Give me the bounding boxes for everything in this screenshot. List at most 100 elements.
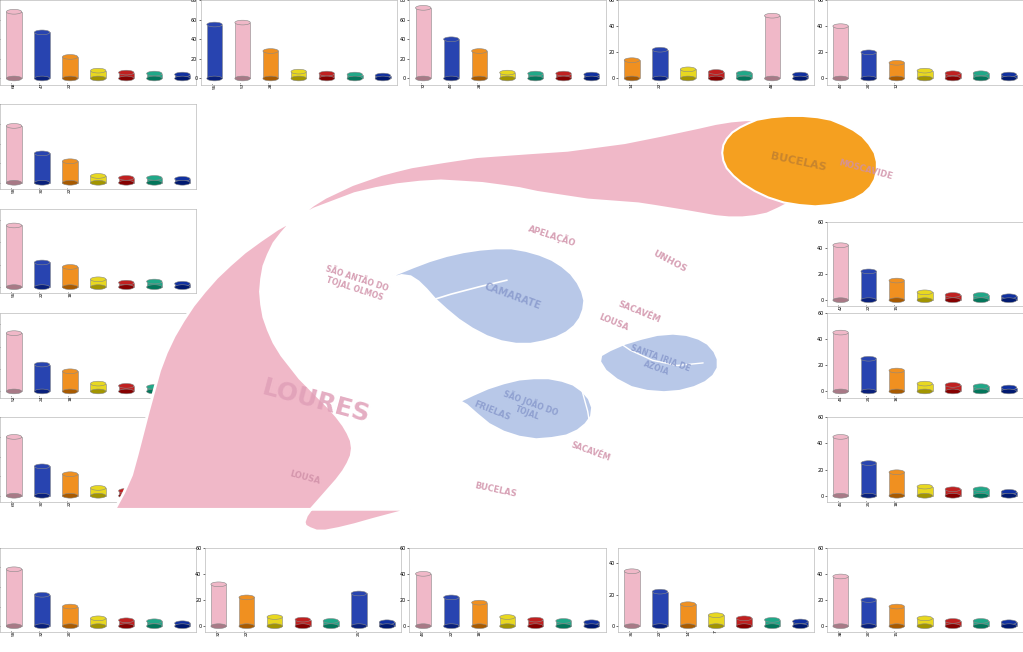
Ellipse shape [708,613,724,617]
Text: SÃO JOÃO DO
TOJAL: SÃO JOÃO DO TOJAL [499,388,560,427]
Ellipse shape [263,49,278,53]
Text: CAMARATE: CAMARATE [483,282,542,312]
Ellipse shape [889,389,904,394]
Bar [861,463,877,496]
Ellipse shape [624,569,639,574]
Ellipse shape [239,595,255,600]
Ellipse shape [973,389,988,394]
Text: 18': 18' [69,290,73,297]
Text: LOUSA: LOUSA [597,312,630,333]
Ellipse shape [472,600,487,605]
Text: 12': 12' [895,82,899,89]
Ellipse shape [175,181,190,185]
Bar [146,387,162,391]
Ellipse shape [62,285,78,289]
Ellipse shape [62,55,78,59]
Ellipse shape [528,624,543,629]
Ellipse shape [499,70,516,75]
Bar [6,126,21,183]
Text: 18': 18' [478,629,482,636]
Ellipse shape [917,290,933,295]
Ellipse shape [6,567,21,572]
Ellipse shape [1002,294,1017,299]
Ellipse shape [499,624,516,629]
Ellipse shape [861,76,877,81]
Ellipse shape [62,181,78,185]
Ellipse shape [708,70,724,74]
Ellipse shape [295,617,311,622]
Bar [624,60,639,78]
Ellipse shape [175,490,190,494]
Ellipse shape [861,298,877,303]
Bar [90,176,106,183]
Ellipse shape [917,616,933,621]
Bar [375,76,391,78]
Bar [90,618,106,626]
Ellipse shape [737,624,752,629]
Ellipse shape [861,389,877,394]
Ellipse shape [119,618,134,623]
Ellipse shape [415,572,431,576]
Ellipse shape [793,76,808,81]
Ellipse shape [211,624,226,629]
Bar [861,52,877,78]
Ellipse shape [6,9,21,14]
Ellipse shape [945,293,961,297]
Ellipse shape [415,624,431,629]
Bar [351,593,366,626]
Ellipse shape [235,76,251,81]
Ellipse shape [1002,494,1017,498]
Ellipse shape [6,76,21,81]
Ellipse shape [351,591,366,596]
Ellipse shape [973,619,988,623]
Text: 28': 28' [269,82,273,89]
Ellipse shape [6,181,21,185]
Ellipse shape [146,624,162,629]
Ellipse shape [680,624,696,629]
Ellipse shape [62,159,78,164]
Ellipse shape [6,624,21,629]
Ellipse shape [90,381,106,386]
Bar [889,280,904,300]
Bar [62,267,78,287]
Bar [35,153,50,183]
Bar [764,16,780,78]
Ellipse shape [1002,389,1017,394]
Bar [62,57,78,78]
Bar [6,333,21,391]
Text: UNHOS: UNHOS [651,248,687,274]
Ellipse shape [833,624,848,629]
Bar [793,74,808,78]
Ellipse shape [1002,72,1017,77]
Text: 58': 58' [12,629,16,636]
Ellipse shape [291,76,307,81]
Ellipse shape [793,624,808,629]
Ellipse shape [35,30,50,35]
Ellipse shape [146,619,162,623]
Bar [528,619,543,626]
Text: 20': 20' [866,629,871,636]
Ellipse shape [444,37,459,42]
Text: 42': 42' [839,303,843,310]
Ellipse shape [146,76,162,81]
Ellipse shape [35,494,50,498]
Bar [207,25,222,78]
Text: 14': 14' [686,629,691,636]
Text: 32': 32' [217,629,221,636]
Ellipse shape [90,389,106,394]
Bar [211,584,226,626]
Bar [267,617,282,626]
Ellipse shape [555,619,571,623]
Ellipse shape [584,76,599,81]
Ellipse shape [62,76,78,81]
Bar [175,284,190,287]
Bar [472,602,487,626]
Text: 24': 24' [40,394,44,402]
Ellipse shape [62,494,78,498]
Bar [6,569,21,626]
Bar [35,364,50,391]
Ellipse shape [1002,76,1017,81]
Text: LOUSA: LOUSA [290,469,321,486]
Ellipse shape [973,293,988,297]
Ellipse shape [555,76,571,81]
